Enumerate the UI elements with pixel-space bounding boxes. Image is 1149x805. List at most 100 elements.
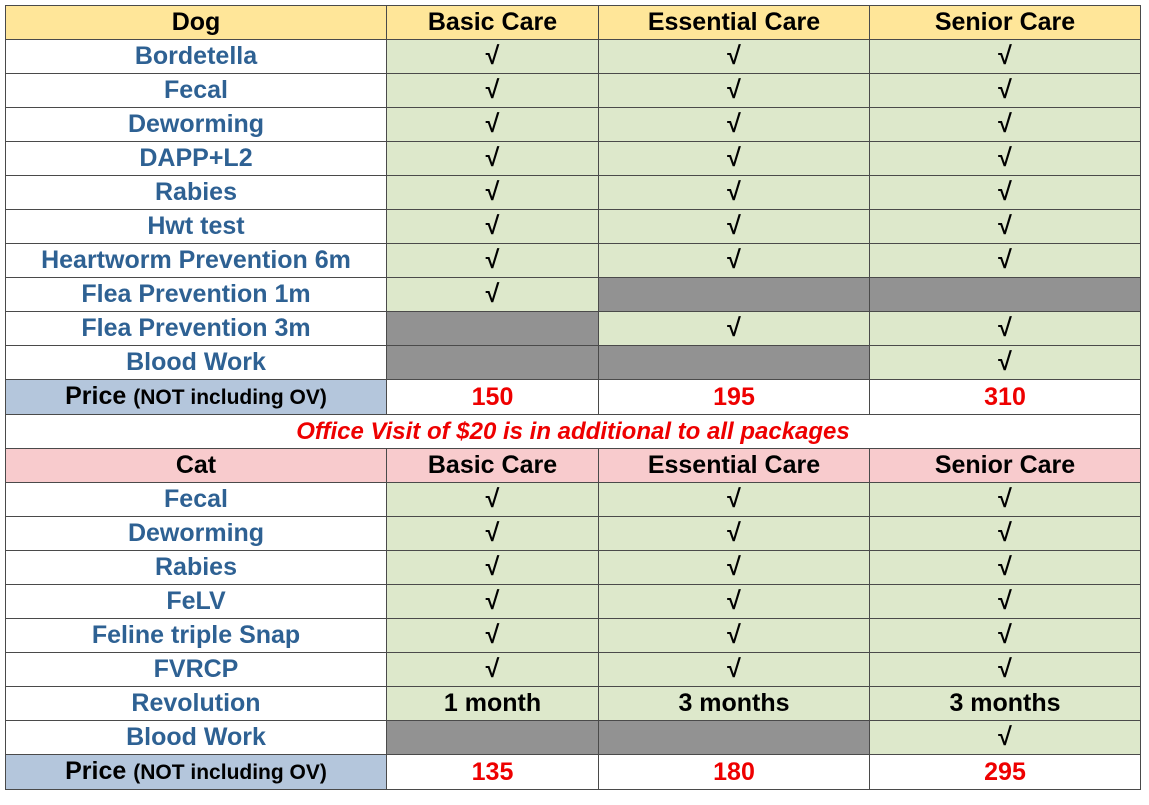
dog-senior-check-mark: √ (869, 175, 1141, 210)
cat-row-rabies: Rabies √ √ √ (5, 550, 1141, 585)
dog-basic-check-mark: √ (386, 277, 599, 312)
dog-senior-check-mark: √ (869, 311, 1141, 346)
cat-header-basic-care: Basic Care (386, 448, 599, 483)
dog-row-deworming: Deworming √ √ √ (5, 107, 1141, 142)
dog-row-label: Heartworm Prevention 6m (5, 243, 387, 278)
dog-row-label: Deworming (5, 107, 387, 142)
dog-row-rabies: Rabies √ √ √ (5, 175, 1141, 210)
dog-row-blood-work: Blood Work √ (5, 345, 1141, 380)
cat-row-label: FVRCP (5, 652, 387, 687)
cat-essential-check-mark: √ (598, 652, 870, 687)
cat-header-essential-care: Essential Care (598, 448, 870, 483)
dog-essential-check-mark: √ (598, 175, 870, 210)
dog-header-senior-care: Senior Care (869, 5, 1141, 40)
dog-essential-check-mark: √ (598, 141, 870, 176)
cat-row-label: FeLV (5, 584, 387, 619)
cat-basic-check-mark: √ (386, 584, 599, 619)
cat-price-senior: 295 (869, 754, 1141, 790)
care-packages-table: Dog Basic Care Essential Care Senior Car… (5, 5, 1141, 790)
dog-price-basic: 150 (386, 379, 599, 415)
dog-cell-not-included (869, 277, 1141, 312)
dog-senior-check-mark: √ (869, 39, 1141, 74)
dog-senior-check-mark: √ (869, 141, 1141, 176)
cat-senior-check-mark: √ (869, 516, 1141, 551)
dog-price-label-text: Price (65, 382, 127, 410)
cat-basic-check-mark: √ (386, 652, 599, 687)
cat-row-label: Deworming (5, 516, 387, 551)
dog-header-essential-care: Essential Care (598, 5, 870, 40)
cat-basic-check-mark: √ (386, 482, 599, 517)
dog-cell-not-included (598, 345, 870, 380)
cat-senior-check-mark: √ (869, 720, 1141, 755)
dog-price-senior: 310 (869, 379, 1141, 415)
cat-row-blood-work: Blood Work √ (5, 720, 1141, 755)
cat-row-label: Fecal (5, 482, 387, 517)
dog-price-note: (NOT including OV) (133, 386, 327, 409)
dog-cell-not-included (386, 311, 599, 346)
dog-row-label: Rabies (5, 175, 387, 210)
cat-cell-not-included (386, 720, 599, 755)
cat-row-label: Rabies (5, 550, 387, 585)
cat-essential-check-mark: √ (598, 482, 870, 517)
dog-basic-check-mark: √ (386, 141, 599, 176)
dog-row-fecal: Fecal √ √ √ (5, 73, 1141, 108)
cat-senior-check-mark: √ (869, 482, 1141, 517)
dog-senior-check-mark: √ (869, 345, 1141, 380)
cat-row-deworming: Deworming √ √ √ (5, 516, 1141, 551)
cat-row-label: Revolution (5, 686, 387, 721)
dog-header-basic-care: Basic Care (386, 5, 599, 40)
cat-senior-check-mark: √ (869, 584, 1141, 619)
dog-price-essential: 195 (598, 379, 870, 415)
cat-row-revolution: Revolution 1 month 3 months 3 months (5, 686, 1141, 721)
dog-row-flea-prevention-3m: Flea Prevention 3m √ √ (5, 311, 1141, 346)
cat-essential-check-mark: √ (598, 550, 870, 585)
dog-basic-check-mark: √ (386, 175, 599, 210)
dog-basic-check-mark: √ (386, 39, 599, 74)
cat-header-title: Cat (5, 448, 387, 483)
dog-basic-check-mark: √ (386, 107, 599, 142)
dog-cell-not-included (598, 277, 870, 312)
dog-row-label: Flea Prevention 1m (5, 277, 387, 312)
dog-price-label: Price (NOT including OV) (5, 379, 387, 415)
dog-row-label: Fecal (5, 73, 387, 108)
cat-row-fecal: Fecal √ √ √ (5, 482, 1141, 517)
cat-basic-check-mark: √ (386, 516, 599, 551)
cat-row-label: Blood Work (5, 720, 387, 755)
dog-row-label: DAPP+L2 (5, 141, 387, 176)
dog-basic-check-mark: √ (386, 73, 599, 108)
cat-essential-check-mark: √ (598, 584, 870, 619)
cat-header-senior-care: Senior Care (869, 448, 1141, 483)
cat-price-label: Price (NOT including OV) (5, 754, 387, 790)
dog-essential-check-mark: √ (598, 107, 870, 142)
dog-row-heartworm-prevention-6m: Heartworm Prevention 6m √ √ √ (5, 243, 1141, 278)
office-visit-notice-row: Office Visit of $20 is in additional to … (5, 414, 1141, 449)
cat-essential-check-mark: √ (598, 516, 870, 551)
dog-essential-check-mark: √ (598, 73, 870, 108)
office-visit-notice: Office Visit of $20 is in additional to … (5, 414, 1141, 449)
dog-row-dapp-l2: DAPP+L2 √ √ √ (5, 141, 1141, 176)
dog-row-label: Hwt test (5, 209, 387, 244)
cat-senior-check-mark: √ (869, 550, 1141, 585)
dog-essential-check-mark: √ (598, 243, 870, 278)
dog-row-label: Flea Prevention 3m (5, 311, 387, 346)
cat-price-row: Price (NOT including OV) 135 180 295 (5, 754, 1141, 790)
cat-basic-value: 1 month (386, 686, 599, 721)
dog-row-flea-prevention-1m: Flea Prevention 1m √ (5, 277, 1141, 312)
cat-row-feline-triple-snap: Feline triple Snap √ √ √ (5, 618, 1141, 653)
cat-basic-check-mark: √ (386, 550, 599, 585)
dog-basic-check-mark: √ (386, 243, 599, 278)
cat-row-label: Feline triple Snap (5, 618, 387, 653)
dog-row-label: Blood Work (5, 345, 387, 380)
cat-row-felv: FeLV √ √ √ (5, 584, 1141, 619)
dog-essential-check-mark: √ (598, 39, 870, 74)
cat-essential-value: 3 months (598, 686, 870, 721)
dog-senior-check-mark: √ (869, 243, 1141, 278)
dog-essential-check-mark: √ (598, 209, 870, 244)
dog-row-hwt-test: Hwt test √ √ √ (5, 209, 1141, 244)
cat-price-note: (NOT including OV) (133, 761, 327, 784)
cat-price-essential: 180 (598, 754, 870, 790)
dog-row-label: Bordetella (5, 39, 387, 74)
dog-senior-check-mark: √ (869, 73, 1141, 108)
dog-price-row: Price (NOT including OV) 150 195 310 (5, 379, 1141, 415)
dog-basic-check-mark: √ (386, 209, 599, 244)
